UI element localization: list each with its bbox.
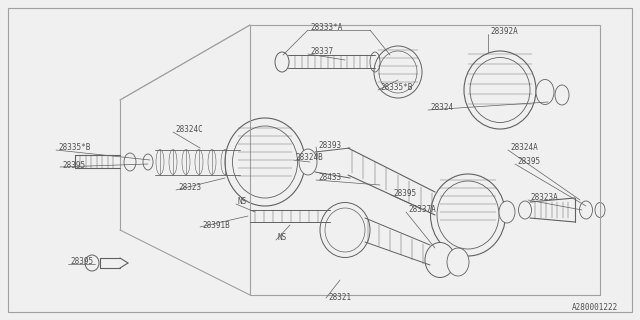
Ellipse shape: [447, 248, 469, 276]
Text: 28335*B: 28335*B: [380, 84, 412, 92]
Text: 28395: 28395: [62, 161, 85, 170]
Ellipse shape: [555, 85, 569, 105]
Text: 28337: 28337: [310, 47, 333, 57]
Ellipse shape: [518, 201, 531, 219]
Ellipse shape: [499, 201, 515, 223]
Ellipse shape: [374, 46, 422, 98]
Text: 28395: 28395: [517, 157, 540, 166]
Text: 28335*B: 28335*B: [58, 143, 90, 153]
Text: 28324A: 28324A: [510, 143, 538, 153]
Text: A280001222: A280001222: [572, 303, 618, 313]
Text: 28333*A: 28333*A: [310, 23, 342, 33]
Text: 28324C: 28324C: [175, 125, 203, 134]
Ellipse shape: [579, 201, 593, 219]
Ellipse shape: [124, 153, 136, 171]
Text: 28324B: 28324B: [295, 154, 323, 163]
Ellipse shape: [464, 51, 536, 129]
Text: 28321: 28321: [328, 293, 351, 302]
Text: NS: NS: [238, 197, 247, 206]
Ellipse shape: [425, 243, 455, 277]
Ellipse shape: [536, 79, 554, 105]
Text: NS: NS: [278, 234, 287, 243]
Text: 28393: 28393: [318, 140, 341, 149]
Ellipse shape: [320, 203, 370, 258]
Text: 28395: 28395: [70, 258, 93, 267]
Text: 28433: 28433: [318, 173, 341, 182]
Text: 28337A: 28337A: [408, 205, 436, 214]
Text: 28395: 28395: [393, 188, 416, 197]
Ellipse shape: [595, 203, 605, 218]
Text: 28392A: 28392A: [490, 28, 518, 36]
Ellipse shape: [431, 174, 506, 256]
Text: 28323A: 28323A: [530, 194, 557, 203]
Ellipse shape: [85, 255, 99, 271]
Text: 28324: 28324: [430, 103, 453, 113]
Ellipse shape: [299, 149, 317, 175]
Ellipse shape: [143, 154, 153, 170]
Text: 28391B: 28391B: [202, 220, 230, 229]
Ellipse shape: [225, 118, 305, 206]
Text: 28323: 28323: [178, 183, 201, 193]
